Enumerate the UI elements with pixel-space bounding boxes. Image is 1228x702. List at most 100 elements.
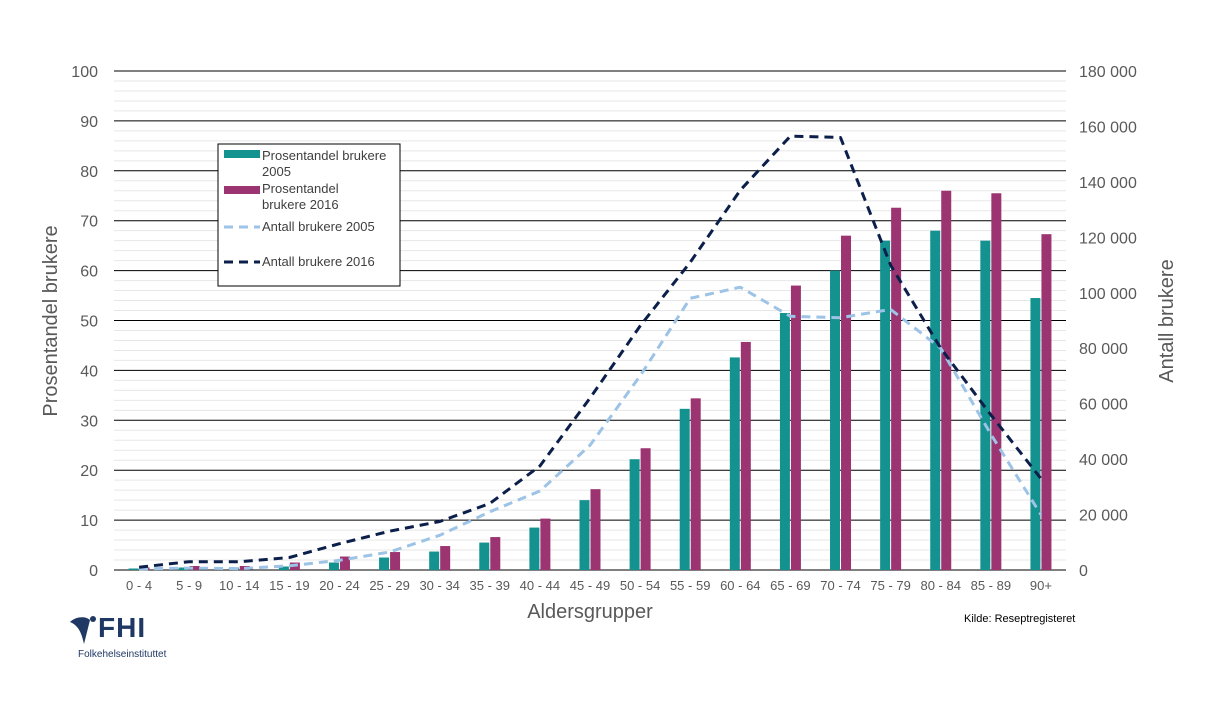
right-tick-label: 160 000 bbox=[1079, 119, 1137, 136]
right-tick-label: 20 000 bbox=[1079, 508, 1128, 525]
bar-2005 bbox=[278, 566, 289, 570]
bar-2016 bbox=[841, 235, 852, 571]
x-tick-label: 45 - 49 bbox=[570, 578, 610, 593]
x-tick-label: 80 - 84 bbox=[920, 578, 960, 593]
x-tick-label: 0 - 4 bbox=[126, 578, 152, 593]
x-tick-label: 40 - 44 bbox=[520, 578, 560, 593]
x-tick-label: 90+ bbox=[1030, 578, 1052, 593]
legend: Prosentandel brukere 2005 Prosentandel b… bbox=[217, 143, 401, 287]
legend-label-bar-2016: Prosentandel brukere 2016 bbox=[262, 181, 342, 212]
x-tick-label: 85 - 89 bbox=[971, 578, 1011, 593]
bar-2005 bbox=[379, 557, 390, 570]
bar-2016 bbox=[490, 537, 501, 570]
legend-label-line-2005: Antall brukere 2005 bbox=[262, 219, 375, 234]
x-tick-label: 10 - 14 bbox=[219, 578, 259, 593]
bar-2016 bbox=[1041, 234, 1052, 570]
source-note: Kilde: Reseptregisteret bbox=[964, 613, 1076, 625]
right-tick-label: 180 000 bbox=[1079, 64, 1137, 81]
right-tick-label: 140 000 bbox=[1079, 175, 1137, 192]
bar-2016 bbox=[390, 552, 401, 570]
left-tick-label: 70 bbox=[80, 214, 98, 231]
x-tick-label: 65 - 69 bbox=[770, 578, 810, 593]
x-tick-label: 15 - 19 bbox=[269, 578, 309, 593]
right-axis-title: Antall brukere bbox=[1156, 259, 1178, 382]
right-tick-label: 60 000 bbox=[1079, 397, 1128, 414]
legend-label-bar-2005: Prosentandel brukere 2005 bbox=[262, 148, 390, 179]
left-tick-label: 90 bbox=[80, 114, 98, 131]
right-axis-ticks: 0 20 000 40 000 60 000 80 000 100 000 120 000 1… bbox=[1079, 64, 1137, 580]
bar-2016 bbox=[891, 207, 902, 570]
fhi-logo: FHI Folkehelseinstituttet bbox=[66, 612, 206, 662]
x-axis-title: Aldersgrupper bbox=[527, 601, 653, 623]
legend-label-bar-2005-line2: 2005 bbox=[262, 164, 291, 179]
x-tick-label: 25 - 29 bbox=[369, 578, 409, 593]
bar-2016 bbox=[540, 518, 551, 570]
x-tick-label: 5 - 9 bbox=[176, 578, 202, 593]
left-tick-label: 80 bbox=[80, 164, 98, 181]
x-tick-label: 60 - 64 bbox=[720, 578, 760, 593]
bar-2005 bbox=[529, 527, 540, 570]
bar-2016 bbox=[790, 285, 801, 570]
right-tick-label: 0 bbox=[1079, 563, 1088, 580]
legend-label-bar-2016-line2: brukere 2016 bbox=[262, 197, 339, 212]
x-axis-ticks: 0 - 4 5 - 9 10 - 14 15 - 19 20 - 24 25 - 29 30… bbox=[126, 578, 1052, 593]
x-tick-label: 55 - 59 bbox=[670, 578, 710, 593]
x-tick-label: 70 - 74 bbox=[820, 578, 860, 593]
bar-2016 bbox=[189, 566, 200, 570]
lines bbox=[138, 134, 1043, 571]
legend-swatch-bar-2016 bbox=[224, 186, 260, 194]
x-tick-label: 50 - 54 bbox=[620, 578, 660, 593]
bar-2016 bbox=[640, 448, 651, 570]
left-tick-label: 20 bbox=[80, 463, 98, 480]
left-tick-label: 60 bbox=[80, 264, 98, 281]
bar-2016 bbox=[690, 398, 701, 570]
bar-2016 bbox=[740, 341, 751, 570]
bar-2005 bbox=[880, 240, 891, 570]
bar-2005 bbox=[328, 562, 339, 570]
bar-2005 bbox=[930, 230, 941, 570]
fhi-logo-text: FHI bbox=[98, 612, 147, 643]
x-tick-label: 75 - 79 bbox=[870, 578, 910, 593]
right-tick-label: 40 000 bbox=[1079, 452, 1128, 469]
bar-2005 bbox=[429, 551, 440, 570]
bar-2005 bbox=[479, 542, 490, 570]
line-antall-2016 bbox=[138, 134, 1043, 569]
left-tick-label: 100 bbox=[71, 64, 98, 81]
left-tick-label: 50 bbox=[80, 314, 98, 331]
bar-2005 bbox=[1030, 298, 1041, 570]
bar-2016 bbox=[941, 190, 952, 570]
legend-swatch-bar-2005 bbox=[224, 150, 260, 158]
fhi-logo-mark-icon bbox=[70, 616, 96, 644]
bar-2005 bbox=[128, 568, 139, 570]
right-tick-label: 100 000 bbox=[1079, 286, 1137, 303]
bar-2005 bbox=[830, 270, 841, 570]
bar-2016 bbox=[440, 546, 451, 570]
left-tick-label: 10 bbox=[80, 513, 98, 530]
fhi-logo-subtitle: Folkehelseinstituttet bbox=[78, 649, 167, 660]
bar-2005 bbox=[729, 357, 740, 570]
bar-2005 bbox=[178, 567, 189, 570]
x-tick-label: 20 - 24 bbox=[319, 578, 359, 593]
bar-2005 bbox=[579, 500, 590, 570]
bar-2005 bbox=[779, 313, 790, 570]
left-axis-title: Prosentandel brukere bbox=[40, 225, 62, 416]
left-tick-label: 30 bbox=[80, 413, 98, 430]
legend-label-line-2016: Antall brukere 2016 bbox=[262, 254, 375, 269]
right-tick-label: 120 000 bbox=[1079, 230, 1137, 247]
left-axis-ticks: 0 10 20 30 40 50 60 70 80 90 100 bbox=[71, 64, 98, 580]
legend-label-bar-2005-line1: Prosentandel brukere bbox=[262, 148, 386, 163]
line-antall-2005 bbox=[139, 285, 1043, 571]
legend-label-bar-2016-line1: Prosentandel bbox=[262, 181, 339, 196]
left-tick-label: 40 bbox=[80, 363, 98, 380]
left-tick-label: 0 bbox=[89, 563, 98, 580]
bar-2005 bbox=[629, 459, 640, 570]
bar-2016 bbox=[991, 193, 1002, 570]
legend-box bbox=[217, 143, 401, 287]
right-tick-label: 80 000 bbox=[1079, 341, 1128, 358]
bar-2016 bbox=[339, 556, 350, 570]
bar-2016 bbox=[590, 489, 601, 570]
x-tick-label: 35 - 39 bbox=[470, 578, 510, 593]
bar-2005 bbox=[679, 408, 690, 570]
x-tick-label: 30 - 34 bbox=[419, 578, 459, 593]
